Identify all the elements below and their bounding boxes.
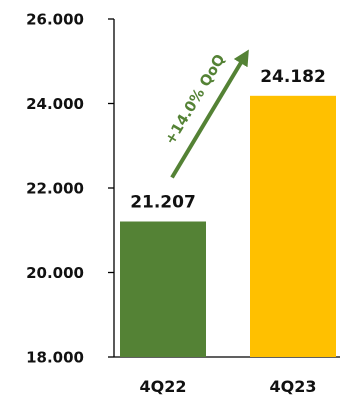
- y-tick-label: 20.000: [26, 264, 84, 282]
- growth-arrow: [170, 49, 249, 179]
- y-axis: 18.000 20.000 22.000 24.000 26.000: [26, 11, 340, 367]
- bar-4q22: [120, 221, 206, 357]
- y-tick-label: 24.000: [26, 95, 84, 113]
- bar-4q23: [250, 95, 336, 358]
- x-category-label: 4Q22: [140, 377, 187, 396]
- data-label: 21.207: [130, 193, 196, 213]
- data-labels: 21.207 24.182: [130, 67, 326, 213]
- y-tick-label: 18.000: [26, 349, 84, 367]
- growth-annotation: +14.0% QoQ: [162, 49, 249, 179]
- bars: [120, 95, 336, 358]
- x-axis-labels: 4Q22 4Q23: [140, 377, 317, 396]
- y-tick-label: 26.000: [26, 11, 84, 29]
- y-tick-label: 22.000: [26, 180, 84, 198]
- x-category-label: 4Q23: [270, 377, 317, 396]
- data-label: 24.182: [260, 67, 326, 87]
